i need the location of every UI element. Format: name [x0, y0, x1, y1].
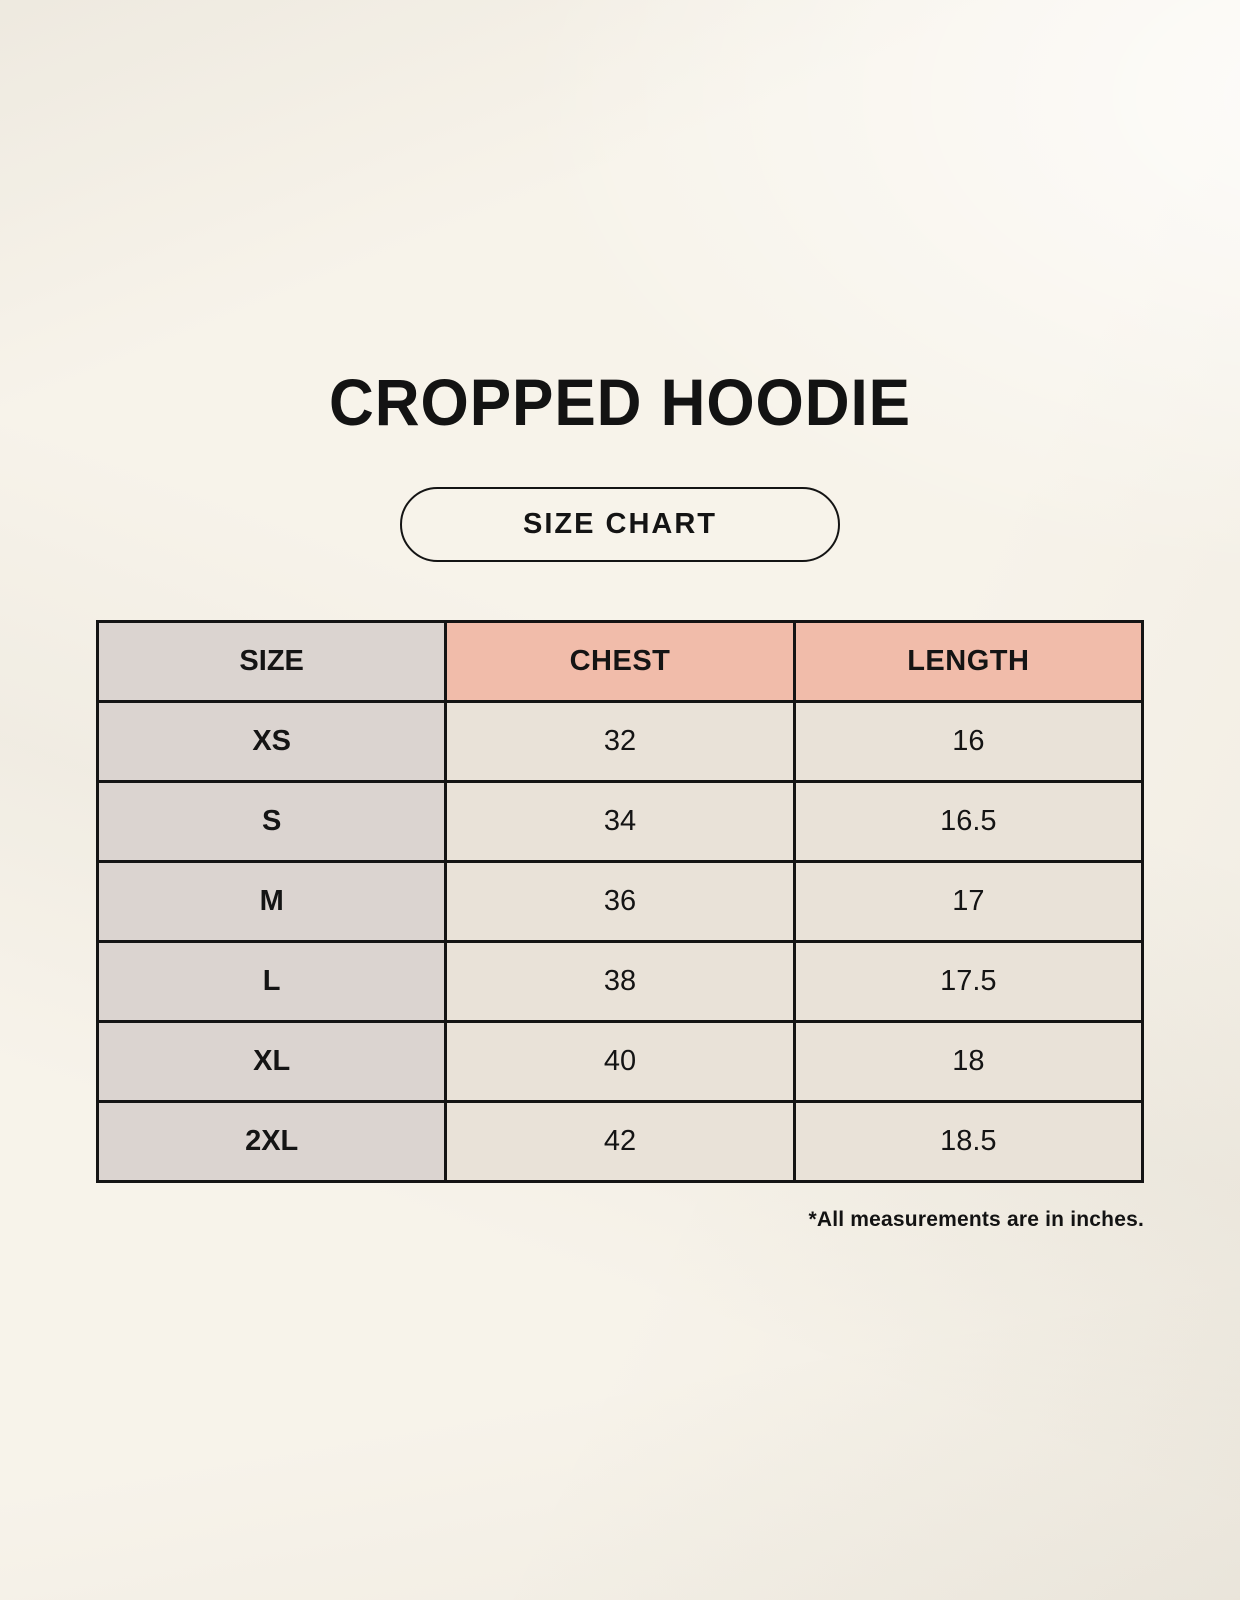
- length-value: 16: [792, 700, 1145, 783]
- table-header-row: SIZE CHEST LENGTH: [95, 620, 1145, 703]
- size-label: L: [95, 940, 448, 1023]
- chest-value: 42: [444, 1100, 796, 1183]
- table-row: XL 40 18: [95, 1020, 1145, 1103]
- table-row: M 36 17: [95, 860, 1145, 943]
- length-value: 16.5: [792, 780, 1145, 863]
- size-chart-table: SIZE CHEST LENGTH XS 32 16 S 34 16.5 M 3…: [95, 620, 1145, 1183]
- chest-value: 34: [444, 780, 796, 863]
- size-label: 2XL: [95, 1100, 448, 1183]
- chest-value: 36: [444, 860, 796, 943]
- chest-value: 40: [444, 1020, 796, 1103]
- size-label: XL: [95, 1020, 448, 1103]
- size-chart-button-label: SIZE CHART: [523, 508, 717, 540]
- size-label: XS: [95, 700, 448, 783]
- size-label: M: [95, 860, 448, 943]
- column-header-length: LENGTH: [792, 620, 1145, 703]
- table-row: 2XL 42 18.5: [95, 1100, 1145, 1183]
- table-row: S 34 16.5: [95, 780, 1145, 863]
- size-label: S: [95, 780, 448, 863]
- length-value: 18: [792, 1020, 1145, 1103]
- length-value: 17.5: [792, 940, 1145, 1023]
- table-row: XS 32 16: [95, 700, 1145, 783]
- chest-value: 38: [444, 940, 796, 1023]
- table-row: L 38 17.5: [95, 940, 1145, 1023]
- column-header-chest: CHEST: [444, 620, 796, 703]
- size-chart-button[interactable]: SIZE CHART: [400, 487, 840, 562]
- column-header-size: SIZE: [95, 620, 448, 703]
- length-value: 17: [792, 860, 1145, 943]
- chest-value: 32: [444, 700, 796, 783]
- page-title: CROPPED HOODIE: [329, 365, 911, 439]
- measurements-footnote: *All measurements are in inches.: [808, 1208, 1144, 1231]
- length-value: 18.5: [792, 1100, 1145, 1183]
